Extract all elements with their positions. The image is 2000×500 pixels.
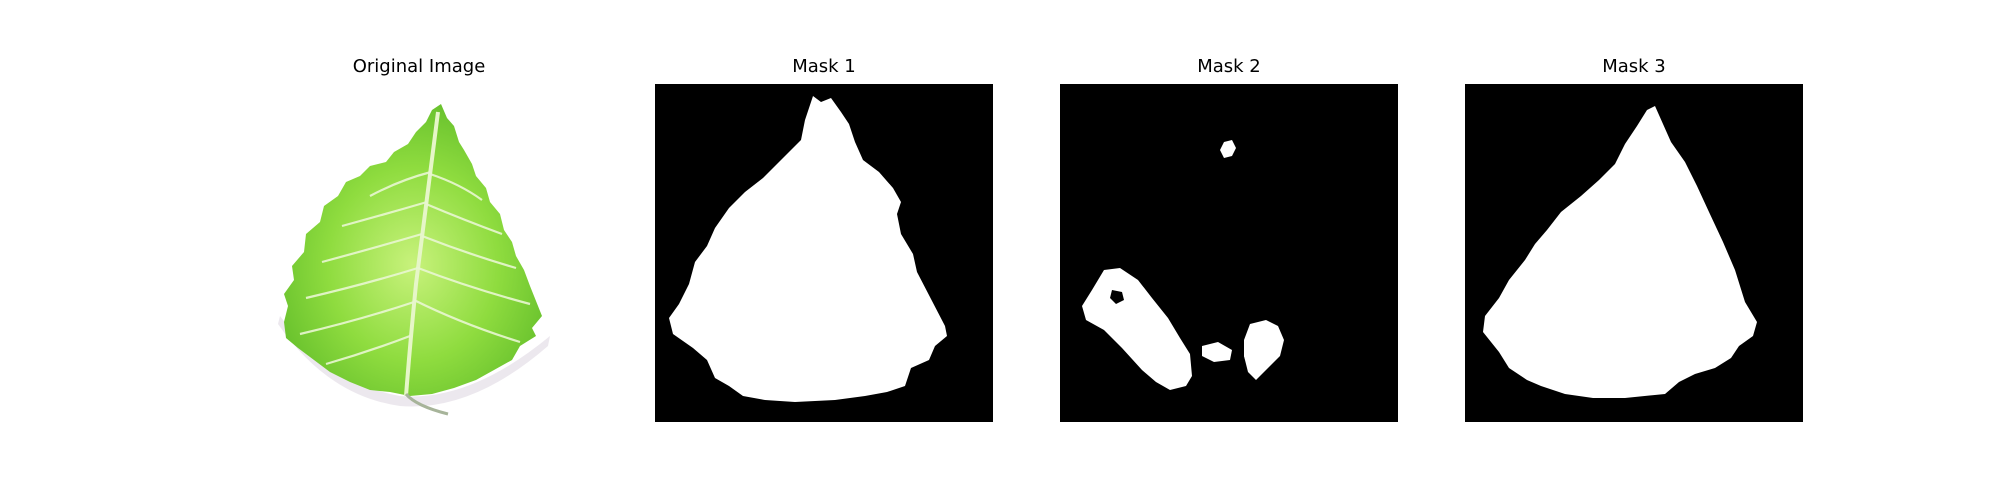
panel-title: Mask 3 — [1602, 56, 1666, 77]
panel-title: Mask 1 — [792, 56, 856, 77]
panel-title: Original Image — [352, 56, 486, 77]
leaf-photo — [250, 84, 588, 422]
mask-1-image — [655, 84, 993, 422]
mask-2-image — [1060, 84, 1398, 422]
panel-title: Mask 2 — [1197, 56, 1261, 77]
mask-3-image — [1465, 84, 1803, 422]
